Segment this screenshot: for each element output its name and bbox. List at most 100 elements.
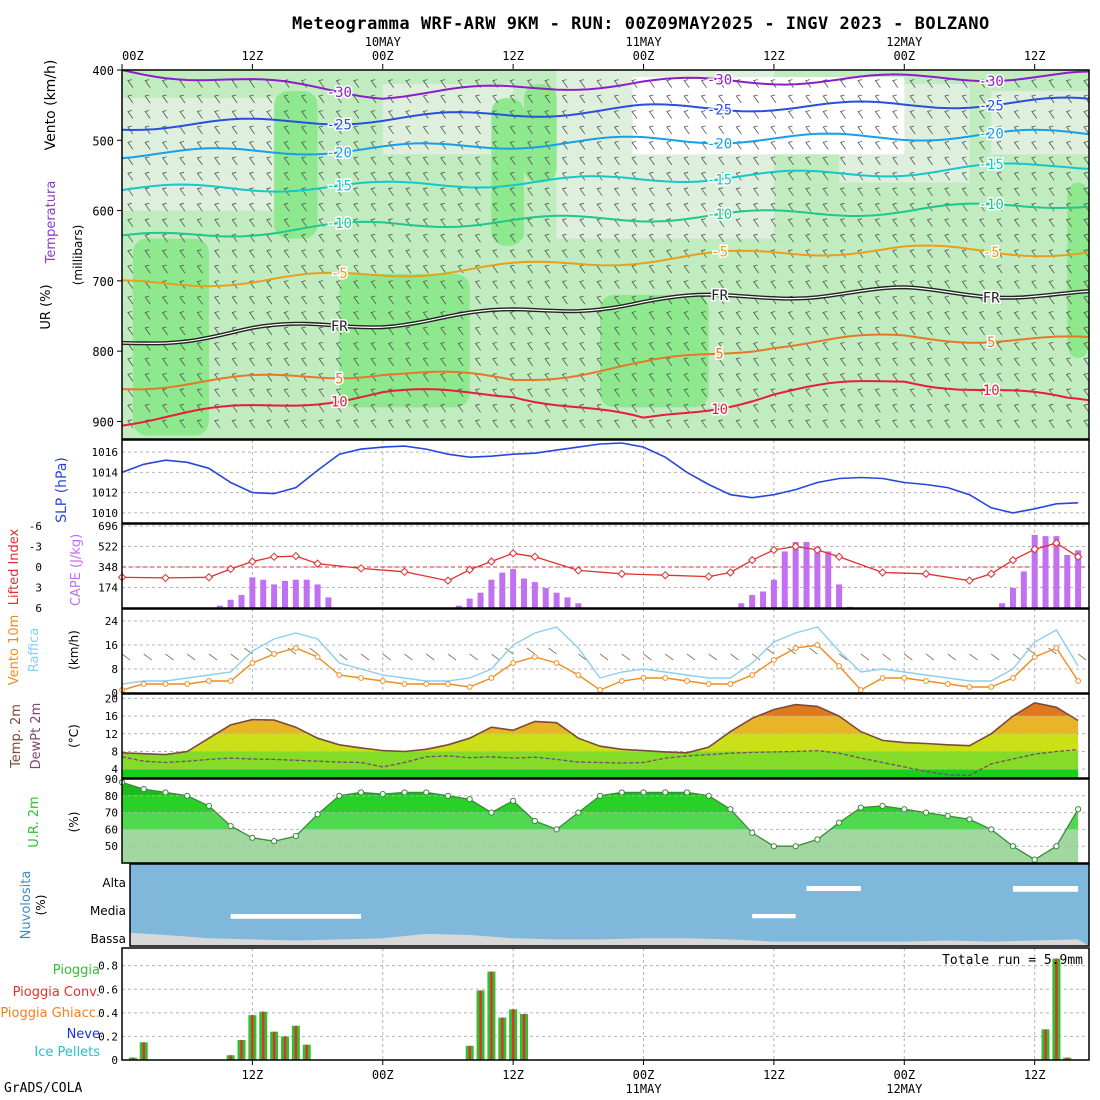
wind-barb [1065, 373, 1072, 382]
wind-point [271, 651, 278, 657]
wind-barb [318, 233, 325, 243]
wind-barb [631, 373, 638, 382]
wind-barb [1083, 342, 1090, 351]
wind-barb [509, 156, 516, 166]
wind-barb [805, 125, 812, 135]
wind-barb [926, 357, 933, 367]
wind-barb [666, 373, 673, 382]
wind-barb [474, 125, 481, 135]
top-time-tick-label: 00Z [893, 49, 915, 63]
wind-barb [301, 311, 308, 320]
wind-barb [1031, 110, 1038, 119]
wind-point [944, 681, 951, 687]
wind-barb [874, 156, 881, 166]
wind-barb [214, 403, 221, 413]
isotherm-label: -20 [707, 136, 732, 152]
wind-barb [822, 110, 829, 119]
wind-barb [770, 326, 777, 336]
wind-point [336, 672, 343, 678]
wind-barb [892, 342, 899, 351]
gust-line [121, 626, 1079, 685]
wind-barb [787, 373, 794, 382]
wind-barb [1083, 218, 1090, 227]
li-point [834, 552, 844, 561]
wind-barb [474, 249, 481, 258]
wind-barb [561, 295, 568, 305]
wind-barb [926, 125, 933, 135]
ylabel-cape: CAPE (J/kg) [69, 534, 84, 606]
wind-barb [474, 202, 481, 212]
wind-barb [144, 202, 151, 212]
li-point [791, 542, 800, 551]
bottom-time-tick-label: 00Z [633, 1068, 655, 1082]
wind-barb [266, 125, 273, 135]
wind-barb [718, 218, 725, 227]
wind-barb [857, 403, 864, 413]
rh-tick-label: 50 [105, 840, 118, 853]
wind-barb [1031, 94, 1038, 104]
pressure-tick-label: 800 [92, 345, 114, 359]
slp-tick-label: 1016 [92, 446, 119, 459]
top-time-date-label: 10MAY [365, 35, 402, 49]
wind-barb [874, 388, 881, 398]
rh2m-point [249, 834, 256, 841]
wind-barb [144, 110, 151, 119]
wind-barb [509, 419, 516, 429]
rh2m-point [1075, 806, 1082, 813]
wind-barb [1048, 187, 1055, 197]
wind-barb [561, 202, 568, 212]
cape-bar [314, 584, 321, 608]
wind-barb [301, 110, 308, 119]
wind-barb [387, 125, 394, 135]
wind-barb [961, 311, 968, 320]
wind-barb [161, 280, 168, 289]
temp-band [122, 769, 1079, 778]
wind-barb [318, 357, 325, 367]
wind-barb [979, 403, 986, 413]
bottom-time-tick-label: 12Z [242, 1068, 264, 1082]
li-point [986, 569, 996, 579]
wind-barb [474, 326, 481, 336]
wind-barb [387, 218, 394, 227]
rh2m-point [531, 817, 538, 825]
wind-barb [613, 110, 620, 119]
wind-barb [144, 326, 151, 336]
isotherm-label: FR [983, 290, 1000, 306]
wind-barb [996, 187, 1003, 197]
wind-barb [666, 388, 673, 398]
wind-barb [248, 388, 255, 398]
isotherm-line [121, 96, 1090, 132]
wind-barb [857, 280, 864, 289]
wind-barb [648, 280, 655, 289]
wind-barb [909, 156, 916, 166]
wind-barb [179, 295, 186, 305]
panel-frame [121, 523, 1090, 609]
wind-barb [440, 419, 447, 429]
wind-barb [248, 171, 255, 181]
wind-barb [370, 187, 377, 197]
wind-barb [1013, 110, 1020, 119]
precip-conv-bar [305, 1044, 308, 1060]
wind-point [618, 678, 625, 684]
wind-barb [283, 388, 290, 398]
wind-barb [283, 311, 290, 320]
wind-barb [196, 171, 203, 181]
wind-barb [440, 141, 447, 150]
wind-barb [944, 373, 951, 382]
wind-barb [248, 187, 255, 197]
wind-barb [613, 419, 620, 429]
wind-barb [926, 295, 933, 305]
precip-conv-bar [251, 1015, 254, 1060]
wind-barb [127, 326, 134, 336]
isotherm-label: -5 [331, 266, 348, 282]
wind-barb [457, 187, 464, 197]
wind-barb [805, 171, 812, 181]
wind-barb [805, 233, 812, 243]
wind-barb [822, 94, 829, 104]
wind-barb [979, 419, 986, 429]
wind-barb [474, 264, 481, 274]
wind-barb [770, 373, 777, 382]
wind-barb [805, 419, 812, 429]
wind-barb [857, 233, 864, 243]
wind-barb [909, 233, 916, 243]
